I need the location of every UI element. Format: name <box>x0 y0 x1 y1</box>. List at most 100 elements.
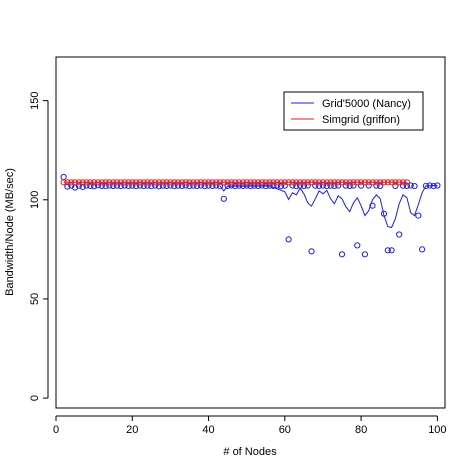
x-tick-label: 60 <box>279 424 291 436</box>
data-point-grid-5000-nancy <box>285 236 292 243</box>
data-point-grid-5000-nancy <box>361 251 368 258</box>
data-point-grid-5000-nancy <box>384 247 391 254</box>
data-point-grid-5000-nancy <box>365 182 372 189</box>
x-axis: 0 20 40 60 80 100 <box>53 415 447 436</box>
data-point-grid-5000-nancy <box>121 182 128 189</box>
data-point-grid-5000-nancy <box>213 182 220 189</box>
data-point-grid-5000-nancy <box>220 195 227 202</box>
data-point-grid-5000-nancy <box>113 182 121 189</box>
x-tick-label: 20 <box>126 424 138 436</box>
legend-label-grid5000: Grid'5000 (Nancy) <box>322 98 411 110</box>
data-point-grid-5000-nancy <box>377 182 384 189</box>
y-axis: 0 50 100 150 <box>29 91 49 401</box>
data-point-grid-5000-nancy <box>194 182 201 189</box>
data-point-grid-5000-nancy <box>228 182 235 189</box>
data-point-grid-5000-nancy <box>319 182 327 189</box>
data-point-grid-5000-nancy <box>148 183 155 190</box>
data-point-grid-5000-nancy <box>342 182 349 189</box>
data-point-grid-5000-nancy <box>98 182 105 189</box>
data-point-grid-5000-nancy <box>216 183 224 190</box>
data-point-grid-5000-nancy <box>373 182 380 189</box>
x-tick-label: 0 <box>53 424 59 436</box>
data-point-grid-5000-nancy <box>327 182 334 189</box>
data-point-grid-5000-nancy <box>243 182 250 189</box>
data-point-grid-5000-nancy <box>304 182 311 189</box>
data-point-grid-5000-nancy <box>152 182 159 189</box>
data-point-grid-5000-nancy <box>388 247 395 254</box>
y-tick-label: 150 <box>29 91 41 109</box>
data-point-grid-5000-nancy <box>79 183 86 190</box>
data-point-grid-5000-nancy <box>125 182 132 189</box>
legend-box <box>283 91 424 131</box>
data-point-grid-5000-nancy <box>136 182 143 189</box>
data-point-grid-5000-nancy <box>87 182 94 189</box>
data-point-grid-5000-nancy <box>163 182 170 189</box>
y-tick-label: 0 <box>29 395 41 401</box>
y-tick-label: 50 <box>29 293 41 305</box>
data-point-grid-5000-nancy <box>396 231 403 238</box>
data-point-grid-5000-nancy <box>174 182 182 189</box>
series-line-grid-5000-nancy <box>219 185 438 229</box>
data-point-grid-5000-nancy <box>75 182 83 189</box>
x-tick-label: 80 <box>355 424 367 436</box>
x-axis-title: # of Nodes <box>223 446 277 458</box>
data-point-grid-5000-nancy <box>415 212 422 219</box>
data-point-grid-5000-nancy <box>140 182 147 189</box>
data-point-grid-5000-nancy <box>91 183 98 190</box>
x-tick-label: 40 <box>202 424 214 436</box>
data-point-grid-5000-nancy <box>209 182 216 189</box>
data-point-grid-5000-nancy <box>316 182 323 189</box>
y-tick-label: 100 <box>29 191 41 209</box>
data-point-grid-5000-nancy <box>167 182 174 189</box>
data-point-grid-5000-nancy <box>205 182 212 189</box>
data-point-grid-5000-nancy <box>300 182 307 189</box>
data-point-grid-5000-nancy <box>289 182 296 189</box>
plot-frame <box>55 56 446 409</box>
data-point-grid-5000-nancy <box>338 251 346 258</box>
data-point-grid-5000-nancy <box>155 183 163 190</box>
data-point-grid-5000-nancy <box>178 182 185 189</box>
data-point-grid-5000-nancy <box>392 182 399 189</box>
data-point-grid-5000-nancy <box>171 183 178 190</box>
data-point-grid-5000-nancy <box>64 183 71 190</box>
data-point-grid-5000-nancy <box>197 182 204 189</box>
data-point-grid-5000-nancy <box>335 182 342 189</box>
data-point-grid-5000-nancy <box>102 183 109 190</box>
data-point-grid-5000-nancy <box>277 183 285 190</box>
data-point-grid-5000-nancy <box>83 182 90 189</box>
x-tick-label: 100 <box>428 424 446 436</box>
data-point-grid-5000-nancy <box>60 173 67 181</box>
data-point-grid-5000-nancy <box>407 182 414 189</box>
data-point-grid-5000-nancy <box>186 183 193 190</box>
data-point-grid-5000-nancy <box>293 183 300 190</box>
data-point-grid-5000-nancy <box>369 202 376 209</box>
data-point-grid-5000-nancy <box>308 248 315 255</box>
data-point-grid-5000-nancy <box>117 183 124 190</box>
data-point-grid-5000-nancy <box>159 182 166 189</box>
data-point-grid-5000-nancy <box>403 182 410 189</box>
data-point-grid-5000-nancy <box>346 182 353 189</box>
data-point-grid-5000-nancy <box>350 182 357 189</box>
data-point-grid-5000-nancy <box>133 183 140 190</box>
data-point-grid-5000-nancy <box>419 246 426 253</box>
data-point-grid-5000-nancy <box>144 182 151 189</box>
data-point-grid-5000-nancy <box>110 182 117 189</box>
legend: Grid'5000 (Nancy) Simgrid (griffon) <box>283 91 424 131</box>
data-point-grid-5000-nancy <box>274 182 281 189</box>
data-point-grid-5000-nancy <box>354 242 361 249</box>
data-point-grid-5000-nancy <box>358 182 365 189</box>
data-point-grid-5000-nancy <box>182 182 189 189</box>
data-point-grid-5000-nancy <box>106 182 113 189</box>
data-point-grid-5000-nancy <box>312 182 319 189</box>
series-layer <box>60 173 441 258</box>
data-point-grid-5000-nancy <box>399 182 407 189</box>
legend-label-simgrid: Simgrid (griffon) <box>322 114 400 126</box>
data-point-grid-5000-nancy <box>190 182 197 189</box>
data-point-grid-5000-nancy <box>281 182 288 189</box>
data-point-grid-5000-nancy <box>201 183 208 190</box>
data-point-grid-5000-nancy <box>331 182 338 189</box>
data-point-grid-5000-nancy <box>129 182 136 189</box>
data-point-grid-5000-nancy <box>323 183 330 190</box>
y-axis-title: Bandwidth/Node (MB/sec) <box>4 168 16 296</box>
